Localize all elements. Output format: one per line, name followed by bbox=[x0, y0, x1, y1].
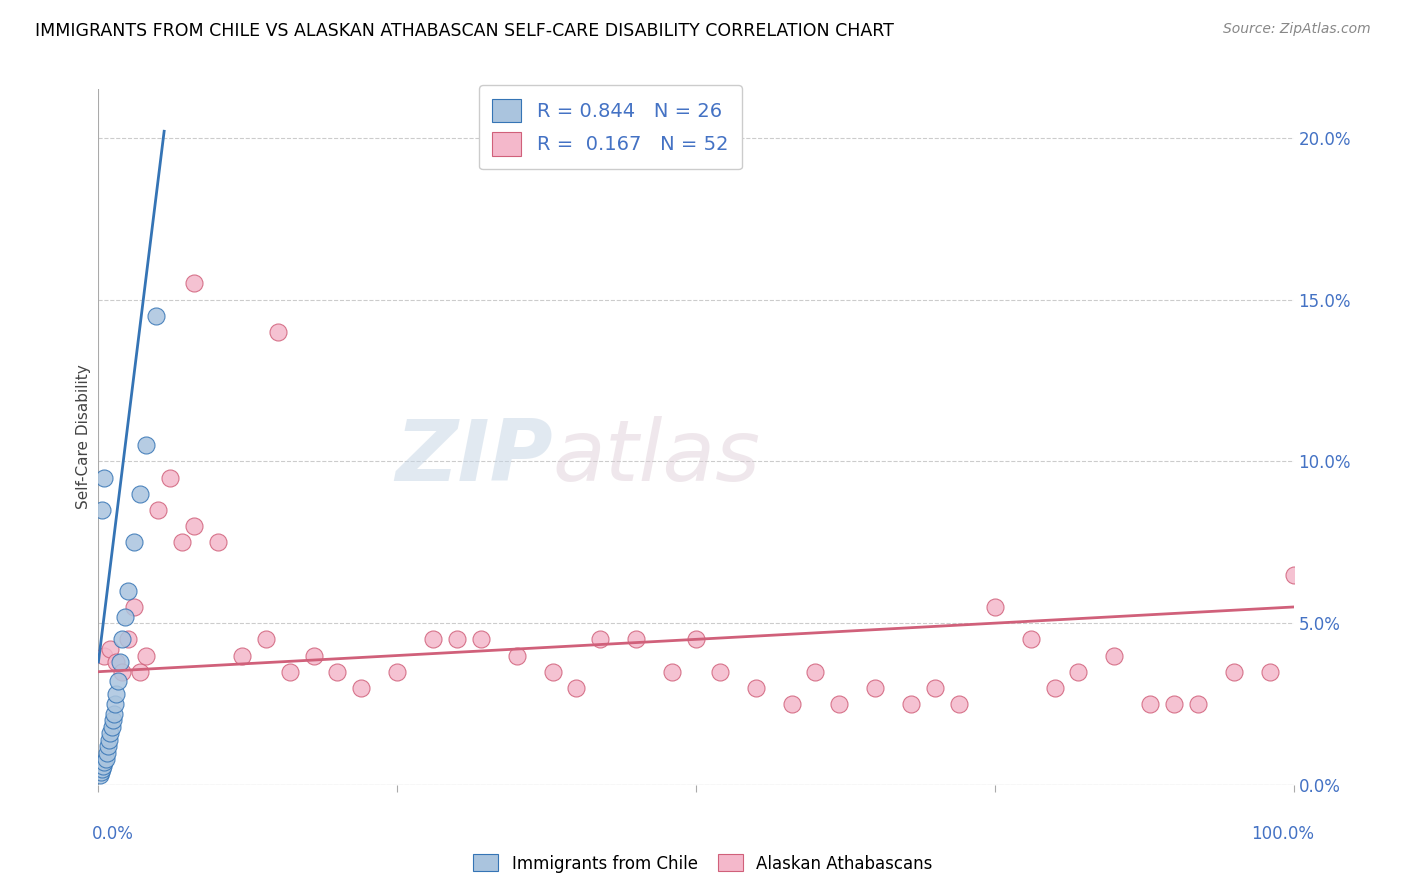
Point bbox=[111, 632, 134, 647]
Point bbox=[93, 756, 115, 770]
Point bbox=[804, 665, 827, 679]
Point bbox=[108, 655, 131, 669]
Point bbox=[278, 665, 301, 679]
Point bbox=[1104, 648, 1126, 663]
Point bbox=[350, 681, 373, 695]
Point bbox=[98, 726, 122, 740]
Point bbox=[105, 655, 128, 669]
Text: atlas: atlas bbox=[553, 417, 761, 500]
Point bbox=[948, 697, 970, 711]
Point bbox=[129, 665, 152, 679]
Point bbox=[135, 438, 157, 452]
Point bbox=[90, 764, 112, 779]
Point bbox=[98, 642, 122, 657]
Point bbox=[1067, 665, 1090, 679]
Point bbox=[828, 697, 851, 711]
Point bbox=[685, 632, 707, 647]
Point bbox=[96, 746, 118, 760]
Text: 0.0%: 0.0% bbox=[91, 825, 134, 843]
Point bbox=[446, 632, 468, 647]
Point bbox=[254, 632, 277, 647]
Point bbox=[111, 665, 134, 679]
Point bbox=[89, 768, 111, 782]
Text: IMMIGRANTS FROM CHILE VS ALASKAN ATHABASCAN SELF-CARE DISABILITY CORRELATION CHA: IMMIGRANTS FROM CHILE VS ALASKAN ATHABAS… bbox=[35, 22, 894, 40]
Text: Source: ZipAtlas.com: Source: ZipAtlas.com bbox=[1223, 22, 1371, 37]
Point bbox=[183, 519, 205, 533]
Point bbox=[107, 674, 129, 689]
Point bbox=[626, 632, 648, 647]
Point bbox=[1258, 665, 1281, 679]
Point bbox=[97, 739, 120, 753]
Point bbox=[124, 535, 146, 549]
Point bbox=[865, 681, 887, 695]
Point bbox=[267, 325, 290, 339]
Point bbox=[745, 681, 768, 695]
Point bbox=[1019, 632, 1042, 647]
Point bbox=[780, 697, 803, 711]
Legend: R = 0.844   N = 26, R =  0.167   N = 52: R = 0.844 N = 26, R = 0.167 N = 52 bbox=[478, 85, 742, 169]
Point bbox=[1163, 697, 1185, 711]
Point bbox=[117, 583, 139, 598]
Point bbox=[100, 720, 122, 734]
Point bbox=[1139, 697, 1161, 711]
Point bbox=[172, 535, 194, 549]
Point bbox=[135, 648, 157, 663]
Text: ZIP: ZIP bbox=[395, 417, 553, 500]
Legend: Immigrants from Chile, Alaskan Athabascans: Immigrants from Chile, Alaskan Athabasca… bbox=[467, 847, 939, 880]
Point bbox=[183, 277, 205, 291]
Point bbox=[302, 648, 325, 663]
Point bbox=[93, 648, 115, 663]
Point bbox=[124, 599, 146, 614]
Point bbox=[1187, 697, 1209, 711]
Point bbox=[326, 665, 349, 679]
Point bbox=[148, 503, 170, 517]
Point bbox=[661, 665, 683, 679]
Point bbox=[98, 732, 121, 747]
Point bbox=[506, 648, 529, 663]
Point bbox=[422, 632, 444, 647]
Point bbox=[104, 697, 127, 711]
Point bbox=[93, 470, 115, 484]
Point bbox=[231, 648, 253, 663]
Point bbox=[709, 665, 731, 679]
Point bbox=[94, 752, 117, 766]
Point bbox=[470, 632, 492, 647]
Point bbox=[105, 687, 128, 701]
Point bbox=[91, 762, 114, 776]
Point bbox=[924, 681, 946, 695]
Point bbox=[1223, 665, 1246, 679]
Point bbox=[103, 706, 125, 721]
Point bbox=[589, 632, 612, 647]
Point bbox=[207, 535, 229, 549]
Point bbox=[385, 665, 409, 679]
Point bbox=[1043, 681, 1066, 695]
Point bbox=[101, 713, 124, 727]
Point bbox=[1282, 567, 1305, 582]
Point bbox=[117, 632, 139, 647]
Y-axis label: Self-Care Disability: Self-Care Disability bbox=[76, 365, 91, 509]
Point bbox=[565, 681, 588, 695]
Point bbox=[145, 309, 167, 323]
Point bbox=[900, 697, 922, 711]
Point bbox=[114, 609, 136, 624]
Point bbox=[541, 665, 564, 679]
Point bbox=[159, 470, 181, 484]
Point bbox=[91, 758, 114, 772]
Point bbox=[984, 599, 1007, 614]
Text: 100.0%: 100.0% bbox=[1251, 825, 1315, 843]
Point bbox=[129, 486, 152, 500]
Point bbox=[91, 503, 114, 517]
